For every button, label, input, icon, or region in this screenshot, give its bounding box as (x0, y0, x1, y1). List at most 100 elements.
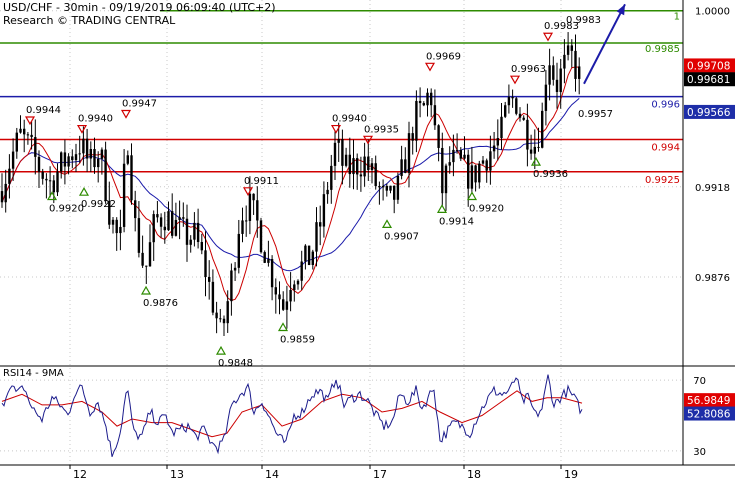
candle-body (41, 171, 44, 179)
swing-high-label: 0.9935 (364, 124, 399, 135)
candle-body (407, 133, 411, 173)
swing-low-marker (381, 219, 393, 229)
candle-body (130, 155, 133, 201)
candle-body (104, 149, 107, 201)
candle-body (418, 100, 422, 104)
candle-body (496, 138, 499, 146)
candle-body (93, 149, 96, 168)
candle-body (322, 194, 326, 227)
candle-body (63, 152, 67, 167)
candle-body (378, 186, 381, 188)
candle-body (566, 45, 570, 55)
rsi-ma-line (1, 390, 583, 438)
candle-body (256, 200, 259, 221)
swing-low-label: 0.9922 (81, 199, 116, 210)
candle-body (478, 163, 481, 183)
candle-body (504, 105, 507, 117)
swing-high-marker (509, 75, 521, 85)
candle-body (115, 219, 118, 234)
candle-body (163, 226, 166, 231)
candle-body (204, 250, 207, 277)
candle-body (518, 113, 522, 118)
candle-body (529, 149, 533, 154)
swing-low-marker (46, 191, 58, 201)
candle-body (474, 165, 477, 183)
candle-body (374, 163, 377, 187)
candle-body (396, 175, 400, 200)
rsi-line (1, 374, 583, 457)
candle-body (0, 191, 4, 203)
candle-body (15, 132, 18, 152)
candle-body (245, 220, 248, 222)
swing-high-label: 0.9940 (78, 114, 113, 125)
candle-body (48, 180, 52, 182)
candle-body (156, 214, 159, 218)
candle-body (452, 149, 455, 163)
extra-price-label: 0.9957 (578, 109, 613, 120)
candle-body (37, 156, 41, 172)
candle-body (426, 92, 429, 106)
candle-body (544, 84, 548, 111)
candle-body (97, 158, 100, 168)
candle-body (300, 261, 303, 281)
candle-body (137, 218, 141, 253)
swing-high-marker (76, 124, 88, 134)
candle-body (208, 276, 211, 282)
candle-body (441, 147, 444, 194)
candle-body (171, 211, 174, 236)
candle-body (507, 97, 511, 106)
x-tick-label: 14 (265, 468, 279, 480)
price-value-text: 0.99708 (687, 60, 730, 72)
candle-body (470, 165, 474, 189)
candle-body (134, 200, 137, 219)
candle-body (492, 145, 496, 152)
swing-high-marker (542, 32, 554, 42)
candle-body (182, 217, 185, 219)
level-label: 0.996 (651, 100, 680, 111)
candle-body (337, 139, 340, 143)
candle-body (74, 154, 78, 161)
candle-body (537, 146, 540, 148)
projection-arrow-line (583, 3, 626, 85)
projection-arrow-head (616, 4, 625, 16)
candle-body (60, 152, 63, 172)
candle-body (433, 105, 437, 126)
candle-body (548, 65, 551, 85)
candle-body (363, 156, 366, 177)
axes (0, 0, 735, 469)
candle-body (119, 226, 122, 234)
candle-body (45, 178, 48, 181)
candle-body (167, 211, 170, 231)
candle-body (559, 68, 562, 92)
swing-high-marker (362, 135, 374, 145)
candle-body (293, 284, 296, 290)
candle-body (263, 252, 266, 263)
swing-low-label: 0.9907 (384, 231, 419, 242)
candle-body (326, 189, 329, 195)
candle-body (148, 242, 152, 267)
candle-body (526, 119, 529, 150)
swing-low-label: 0.9920 (49, 204, 84, 215)
rsi-value-box (684, 406, 735, 421)
price-tick-label: 0.9918 (695, 183, 730, 194)
candle-body (23, 128, 26, 135)
swing-high-label: 0.9963 (511, 64, 546, 75)
candle-body (30, 134, 33, 138)
swing-low-marker (436, 204, 448, 213)
candle-body (89, 149, 92, 159)
candle-body (56, 171, 59, 193)
candle-body (522, 117, 525, 120)
candle-body (78, 153, 81, 155)
swing-low-label: 0.9936 (533, 169, 568, 180)
candle-body (485, 160, 488, 171)
candle-body (570, 45, 573, 51)
swing-high-label: 0.9944 (26, 105, 61, 116)
candle-body (348, 154, 351, 175)
candle-body (152, 214, 155, 243)
candle-body (4, 183, 7, 203)
candle-body (185, 218, 189, 245)
candle-body (285, 301, 289, 310)
candle-body (100, 149, 104, 159)
candle-body (552, 65, 555, 80)
candle-body (489, 151, 492, 171)
